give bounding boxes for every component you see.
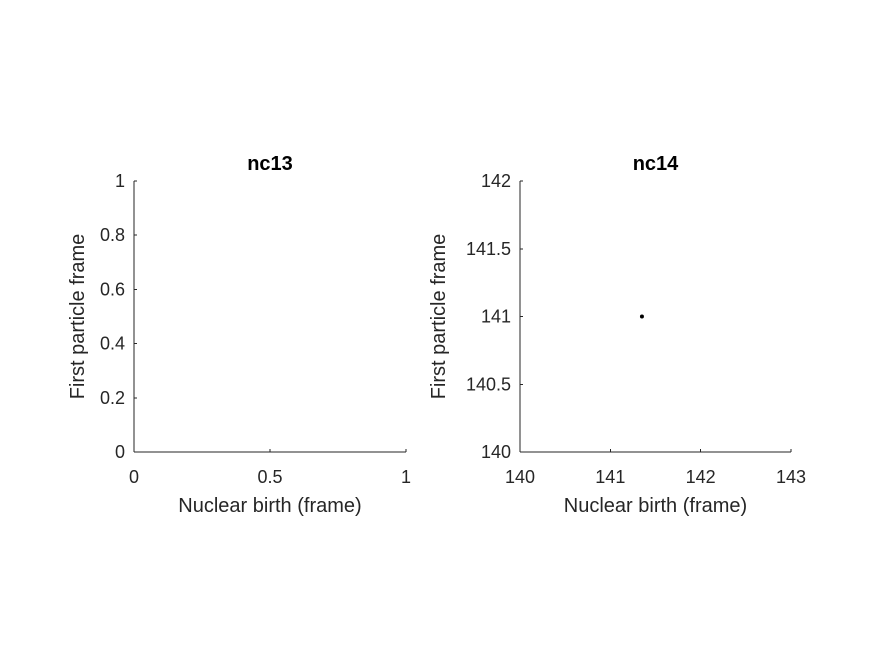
y-tick-label: 1 (115, 171, 125, 191)
y-tick-label: 0.2 (100, 388, 125, 408)
y-tick-label: 140.5 (466, 374, 511, 394)
y-tick-label: 141.5 (466, 239, 511, 259)
y-tick-label: 140 (481, 442, 511, 462)
x-tick-label: 140 (505, 467, 535, 487)
y-tick-label: 141 (481, 307, 511, 327)
panel-nc14: 140 141 142 143 140 140.5 141 141.5 142 nc14 Nucle… (428, 153, 806, 517)
x-tick-label: 0.5 (257, 467, 282, 487)
data-point (639, 314, 644, 319)
x-tick-label: 1 (401, 467, 411, 487)
x-tick-label: 0 (129, 467, 139, 487)
chart-title: nc13 (247, 153, 293, 175)
x-tick-label: 141 (595, 467, 625, 487)
x-tick-label: 143 (776, 467, 806, 487)
y-tick-label: 0.6 (100, 279, 125, 299)
y-tick-label: 0.8 (100, 225, 125, 245)
chart-title: nc14 (633, 153, 679, 175)
x-axis-label: Nuclear birth (frame) (564, 495, 747, 517)
y-tick-label: 142 (481, 171, 511, 191)
y-tick-label: 0 (115, 442, 125, 462)
y-tick-label: 0.4 (100, 334, 125, 354)
y-axis-label: First particle frame (67, 234, 89, 400)
x-axis-label: Nuclear birth (frame) (178, 495, 361, 517)
y-axis-label: First particle frame (428, 234, 450, 400)
panel-nc13: 0 0.5 1 0 0.2 0.4 0.6 0.8 1 nc13 Nuclear birth (fr… (67, 153, 411, 517)
x-tick-label: 142 (686, 467, 716, 487)
